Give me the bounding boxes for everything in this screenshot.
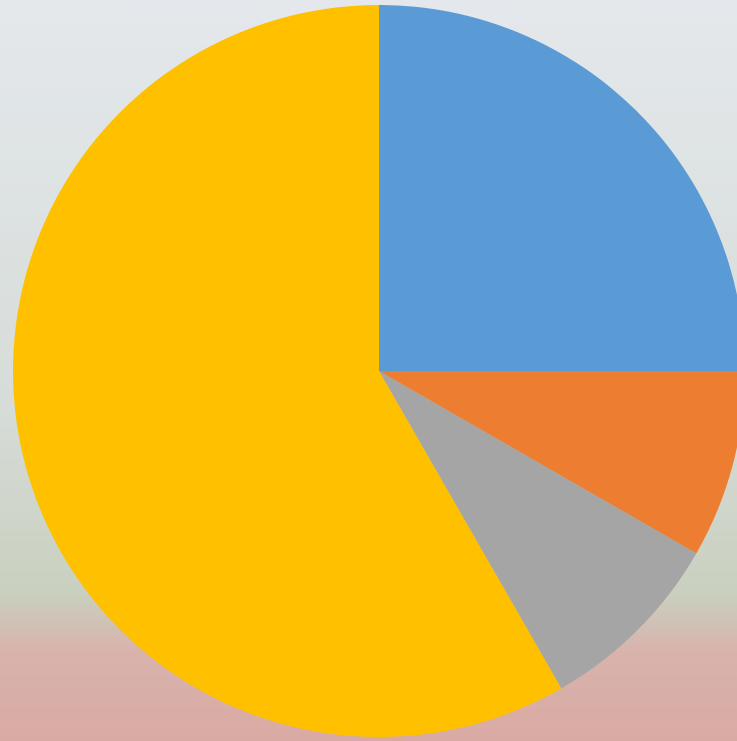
page: {"chart_data": {"type": "pie", "values":… bbox=[0, 0, 737, 741]
pie bbox=[13, 5, 737, 737]
chart bbox=[0, 0, 737, 741]
